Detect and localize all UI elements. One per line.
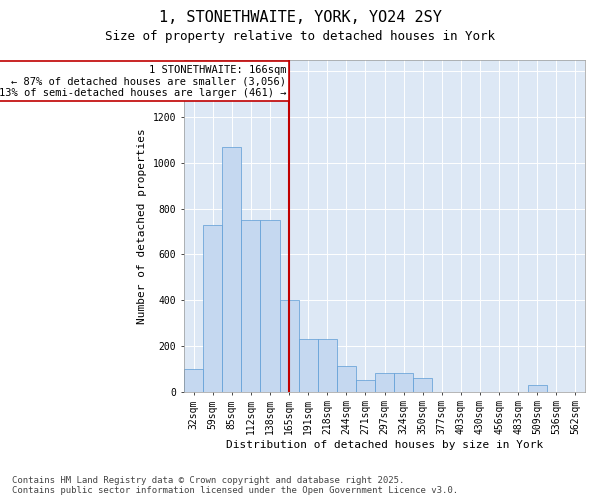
Bar: [241, 220, 260, 392]
X-axis label: Distribution of detached houses by size in York: Distribution of detached houses by size …: [226, 440, 543, 450]
Y-axis label: Number of detached properties: Number of detached properties: [137, 128, 148, 324]
Bar: [394, 374, 413, 392]
Bar: [184, 368, 203, 392]
Text: 1, STONETHWAITE, YORK, YO24 2SY: 1, STONETHWAITE, YORK, YO24 2SY: [158, 10, 442, 25]
Text: Contains HM Land Registry data © Crown copyright and database right 2025.
Contai: Contains HM Land Registry data © Crown c…: [12, 476, 458, 495]
Bar: [528, 384, 547, 392]
Bar: [337, 366, 356, 392]
Bar: [280, 300, 299, 392]
Text: Size of property relative to detached houses in York: Size of property relative to detached ho…: [105, 30, 495, 43]
Text: 1 STONETHWAITE: 166sqm
← 87% of detached houses are smaller (3,056)
13% of semi-: 1 STONETHWAITE: 166sqm ← 87% of detached…: [0, 64, 286, 98]
Bar: [356, 380, 375, 392]
Bar: [203, 224, 222, 392]
Bar: [413, 378, 432, 392]
Bar: [222, 147, 241, 392]
Bar: [260, 220, 280, 392]
Bar: [317, 339, 337, 392]
Bar: [375, 374, 394, 392]
Bar: [299, 339, 317, 392]
